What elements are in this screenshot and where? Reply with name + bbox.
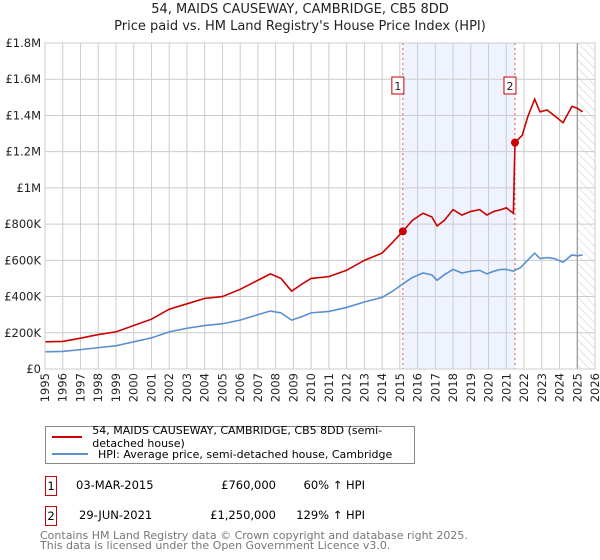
x-tick-label: 2009	[286, 373, 300, 402]
x-tick-label: 2013	[357, 373, 371, 402]
x-tick-label: 2007	[251, 373, 265, 402]
x-tick-label: 2023	[535, 373, 549, 402]
sale-date: 03-MAR-2015	[76, 478, 154, 492]
x-tick-label: 1997	[73, 373, 87, 402]
sale-marker-badge: 1	[45, 476, 57, 496]
sale-hpi-change: 129% ↑ HPI	[296, 508, 365, 522]
x-tick-label: 2011	[322, 373, 336, 402]
sale-label-box	[391, 76, 405, 95]
footer: Contains HM Land Registry data © Crown c…	[40, 529, 468, 552]
footer-line: This data is licensed under the Open Gov…	[40, 539, 391, 552]
y-tick-label: £1.2M	[5, 145, 41, 159]
x-tick-label: 2004	[198, 373, 212, 402]
x-tick-label: 1995	[38, 373, 52, 402]
x-tick-label: 2001	[144, 373, 158, 402]
x-tick-label: 2005	[215, 373, 229, 402]
y-tick-label: £200K	[4, 326, 41, 340]
sale-label-box	[503, 76, 517, 95]
x-tick-label: 2021	[499, 373, 513, 402]
sale-hpi-change: 60% ↑ HPI	[303, 478, 365, 492]
sale-label: 2	[506, 80, 513, 93]
chart-title: 54, MAIDS CAUSEWAY, CAMBRIDGE, CB5 8DD	[151, 2, 449, 17]
sale-row: 1 03-MAR-2015 £760,000 60% ↑ HPI	[45, 476, 600, 496]
x-tick-label: 2022	[517, 373, 531, 402]
x-tick-label: 1996	[56, 373, 70, 402]
x-tick-label: 2014	[375, 373, 389, 402]
y-tick-label: £1M	[16, 181, 41, 195]
sale-price: £1,250,000	[210, 508, 276, 522]
x-tick-label: 2000	[127, 373, 141, 402]
x-tick-label: 2012	[340, 373, 354, 402]
sale-label: 1	[394, 80, 401, 93]
series-line	[44, 97, 584, 343]
sale-marker-badge: 2	[45, 506, 57, 526]
red-line-swatch	[52, 436, 83, 438]
sale-point	[510, 138, 519, 147]
y-tick-label: £400K	[4, 290, 41, 304]
legend-item-hpi: HPI: Average price, semi-detached house,…	[52, 446, 392, 462]
x-tick-label: 2008	[269, 373, 283, 402]
legend: 54, MAIDS CAUSEWAY, CAMBRIDGE, CB5 8DD (…	[45, 424, 415, 464]
x-tick-label: 1998	[91, 373, 105, 402]
shaded-ownership-period	[402, 43, 515, 369]
legend-label: 54, MAIDS CAUSEWAY, CAMBRIDGE, CB5 8DD (…	[92, 424, 383, 450]
x-tick-label: 2018	[446, 373, 460, 402]
chart-subtitle: Price paid vs. HM Land Registry's House …	[114, 19, 486, 34]
x-tick-label: 2016	[411, 373, 425, 402]
y-tick-label: £1.4M	[5, 108, 41, 122]
blue-line-swatch	[52, 453, 88, 455]
y-tick-label: £800K	[4, 217, 41, 231]
series-line	[44, 251, 583, 353]
footer-line: Contains HM Land Registry data © Crown c…	[40, 529, 468, 542]
price-chart: 1995 1996 1997 1998 1999 2000 2001 2002 2003 2004…	[4, 36, 600, 402]
x-tick-label: 2017	[428, 373, 442, 402]
x-tick-label: 2003	[180, 373, 194, 402]
sale-date: 29-JUN-2021	[79, 508, 153, 522]
plot-border	[44, 42, 596, 370]
hatched-forecast-region	[577, 43, 595, 369]
x-tick-label: 2026	[588, 373, 600, 402]
x-tick-label: 2020	[482, 373, 496, 402]
sale-point	[398, 227, 407, 236]
x-tick-label: 2024	[553, 373, 567, 402]
sale-row: 2 29-JUN-2021 £1,250,000 129% ↑ HPI	[45, 506, 600, 526]
legend-item-property: 54, MAIDS CAUSEWAY, CAMBRIDGE, CB5 8DD (…	[52, 424, 414, 450]
y-tick-label: £600K	[4, 253, 41, 267]
y-tick-label: £1.8M	[5, 36, 41, 50]
x-tick-label: 2002	[162, 373, 176, 402]
x-tick-label: 2006	[233, 373, 247, 402]
y-tick-label: £1.6M	[5, 72, 41, 86]
x-tick-label: 1999	[109, 373, 123, 402]
y-tick-label: £0	[26, 362, 41, 376]
x-tick-label: 2019	[464, 373, 478, 402]
x-tick-label: 2015	[393, 373, 407, 402]
x-tick-label: 2010	[304, 373, 318, 402]
sale-price: £760,000	[221, 478, 276, 492]
legend-label: HPI: Average price, semi-detached house,…	[98, 447, 393, 461]
x-tick-label: 2025	[570, 373, 584, 402]
